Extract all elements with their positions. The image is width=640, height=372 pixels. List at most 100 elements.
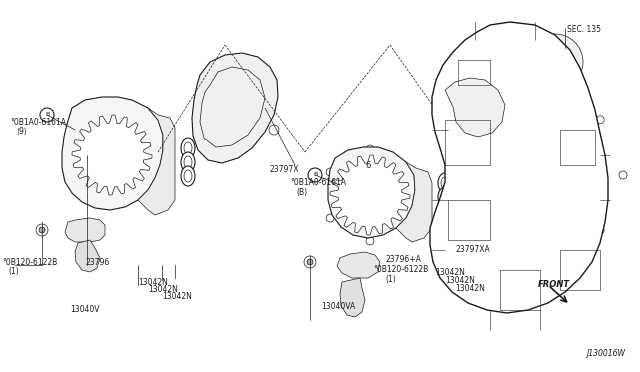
Circle shape: [150, 127, 157, 135]
Circle shape: [67, 127, 74, 135]
Ellipse shape: [441, 177, 449, 189]
Polygon shape: [396, 162, 432, 242]
Text: 13040V: 13040V: [70, 305, 99, 314]
Circle shape: [269, 125, 279, 135]
Ellipse shape: [105, 137, 119, 145]
Text: 13042N: 13042N: [445, 276, 475, 285]
Text: (1): (1): [385, 275, 396, 284]
Circle shape: [366, 237, 374, 245]
Ellipse shape: [441, 191, 449, 203]
Text: °0B1A0-6161A: °0B1A0-6161A: [10, 118, 66, 127]
Text: SEC. 135: SEC. 135: [567, 25, 601, 34]
Polygon shape: [445, 78, 505, 137]
Circle shape: [537, 167, 553, 183]
Ellipse shape: [181, 152, 195, 172]
Circle shape: [486, 116, 494, 124]
Circle shape: [326, 168, 334, 176]
Circle shape: [541, 93, 549, 101]
Text: B: B: [45, 112, 49, 118]
Ellipse shape: [380, 189, 387, 201]
Circle shape: [503, 133, 587, 217]
Polygon shape: [138, 108, 175, 215]
Ellipse shape: [122, 148, 130, 162]
Polygon shape: [75, 240, 100, 272]
Text: °0B120-6122B: °0B120-6122B: [373, 265, 428, 274]
Polygon shape: [65, 218, 105, 242]
Ellipse shape: [105, 165, 119, 173]
Circle shape: [107, 150, 117, 160]
Polygon shape: [192, 53, 278, 163]
Text: 13042N: 13042N: [148, 285, 178, 294]
Polygon shape: [337, 252, 380, 278]
Ellipse shape: [364, 205, 376, 212]
Circle shape: [359, 184, 381, 206]
Polygon shape: [340, 278, 365, 317]
Ellipse shape: [438, 173, 452, 193]
Circle shape: [208, 62, 218, 72]
Text: 6: 6: [365, 160, 371, 170]
Text: °0B1A0-6161A: °0B1A0-6161A: [290, 178, 346, 187]
Circle shape: [527, 34, 583, 90]
Ellipse shape: [184, 170, 192, 182]
Circle shape: [150, 175, 157, 183]
Text: 23797XA: 23797XA: [455, 245, 490, 254]
Circle shape: [596, 116, 604, 124]
Text: 13040VA: 13040VA: [321, 302, 355, 311]
Text: FRONT: FRONT: [538, 280, 570, 289]
Text: B: B: [313, 173, 317, 177]
Text: 13042N: 13042N: [455, 284, 485, 293]
Ellipse shape: [184, 142, 192, 154]
Circle shape: [513, 145, 523, 155]
Circle shape: [619, 171, 627, 179]
Text: 13042N: 13042N: [138, 278, 168, 287]
Circle shape: [406, 214, 414, 222]
Ellipse shape: [181, 166, 195, 186]
Ellipse shape: [181, 138, 195, 158]
Circle shape: [515, 197, 525, 207]
Circle shape: [259, 70, 269, 80]
Circle shape: [326, 214, 334, 222]
Polygon shape: [72, 115, 152, 195]
Ellipse shape: [438, 201, 452, 221]
Polygon shape: [62, 97, 163, 210]
Ellipse shape: [94, 148, 102, 162]
Text: 23797X: 23797X: [270, 165, 300, 174]
Circle shape: [100, 143, 124, 167]
Text: 23796+A: 23796+A: [385, 255, 421, 264]
Ellipse shape: [184, 156, 192, 168]
Circle shape: [36, 224, 48, 236]
Circle shape: [224, 102, 236, 114]
Ellipse shape: [438, 187, 452, 207]
Text: (1): (1): [8, 267, 19, 276]
Polygon shape: [328, 147, 415, 238]
Text: J130016W: J130016W: [586, 349, 625, 358]
Circle shape: [67, 175, 74, 183]
Polygon shape: [430, 22, 608, 313]
Circle shape: [353, 260, 363, 270]
Text: °0B120-6122B: °0B120-6122B: [2, 258, 57, 267]
Circle shape: [486, 226, 494, 234]
Circle shape: [482, 174, 494, 186]
Text: 13042N: 13042N: [435, 268, 465, 277]
Text: ⟨9⟩: ⟨9⟩: [16, 127, 27, 136]
Polygon shape: [446, 130, 527, 230]
Circle shape: [366, 145, 374, 153]
Ellipse shape: [441, 205, 449, 217]
Circle shape: [108, 103, 116, 111]
Circle shape: [90, 133, 134, 177]
Circle shape: [365, 190, 375, 200]
Polygon shape: [330, 155, 410, 235]
Circle shape: [541, 249, 549, 257]
Ellipse shape: [353, 189, 360, 201]
Text: 13042N: 13042N: [162, 292, 192, 301]
Circle shape: [537, 44, 573, 80]
Ellipse shape: [364, 179, 376, 186]
Circle shape: [200, 143, 210, 153]
Circle shape: [307, 259, 313, 265]
Circle shape: [457, 215, 467, 225]
Circle shape: [304, 256, 316, 268]
Circle shape: [527, 157, 563, 193]
Text: (B): (B): [296, 188, 307, 197]
Circle shape: [596, 226, 604, 234]
Circle shape: [463, 171, 471, 179]
